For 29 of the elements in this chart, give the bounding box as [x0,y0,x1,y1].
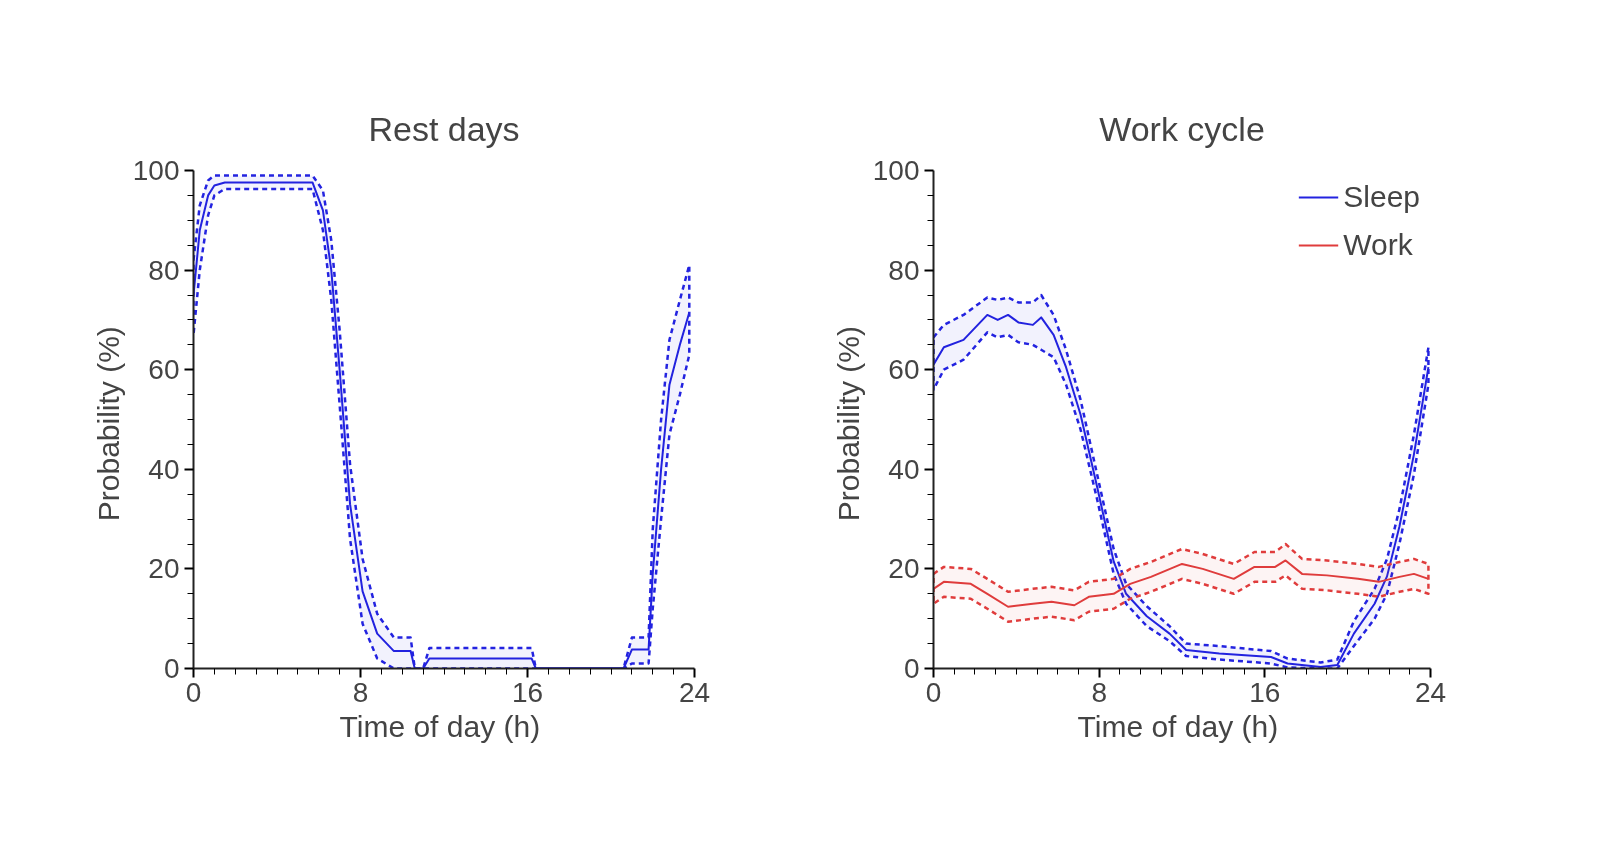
x-tick-label: 16 [1249,676,1281,708]
x-tick-label: 24 [1414,676,1447,708]
y-tick-label: 60 [148,354,180,386]
y-tick-label: 40 [888,453,920,485]
y-tick-label: 0 [163,653,180,684]
y-axis-title: Probability (%) [831,326,865,522]
y-tick-label: 40 [148,453,180,485]
x-tick-label: 24 [678,676,711,708]
y-tick-label: 80 [888,254,920,286]
x-tick-label: 8 [1091,676,1107,708]
x-tick-label: 16 [511,676,544,708]
y-tick-label: 20 [888,553,920,585]
chart-title: Rest days [368,110,520,148]
legend-label: Work [1343,228,1413,262]
x-tick-label: 0 [185,676,202,708]
x-tick-label: 8 [352,676,369,708]
legend-label: Sleep [1343,180,1420,214]
y-tick-label: 80 [148,254,180,286]
x-tick-label: 0 [925,676,942,708]
line-series [933,559,1430,608]
y-tick-label: 0 [903,653,920,684]
chart-title: Work cycle [1099,110,1265,148]
x-axis-title: Time of day (h) [1077,709,1279,743]
y-tick-label: 60 [888,354,920,386]
y-tick-label: 100 [872,155,920,186]
x-axis-title: Time of day (h) [339,709,541,743]
y-tick-label: 20 [148,553,180,585]
y-tick-label: 100 [132,155,180,186]
y-axis-title: Probability (%) [91,326,125,522]
